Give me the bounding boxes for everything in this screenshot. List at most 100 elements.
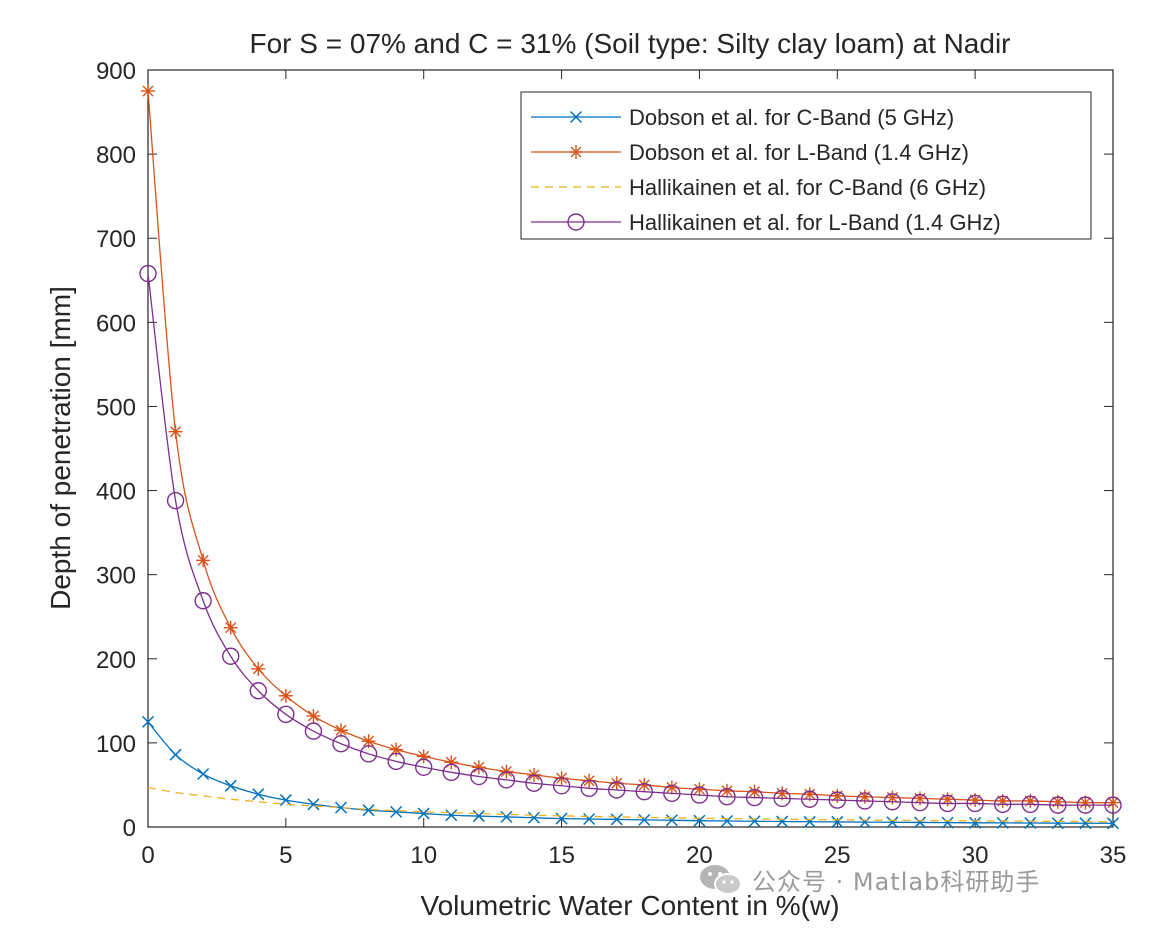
data-point [166,491,185,510]
data-point [525,774,543,792]
legend-marker [567,213,585,231]
data-point [911,793,929,812]
legend-marker [569,110,583,124]
data-point [141,84,155,99]
x-tick-label: 25 [824,842,851,869]
data-point [249,682,267,700]
data-point [1049,796,1067,814]
data-point [608,781,626,799]
data-point [938,794,957,813]
legend-label: Hallikainen et al. for C-Band (6 GHz) [629,175,986,200]
data-point [168,424,183,439]
data-point [940,792,955,807]
data-point [417,807,430,820]
data-point [858,816,871,829]
data-point [856,792,874,810]
y-tick-label: 600 [96,310,136,337]
data-point [801,790,819,808]
data-point [277,705,295,723]
data-point [1079,817,1092,830]
data-point [720,814,734,828]
legend: Dobson et al. for C-Band (5 GHz) Dobson e… [520,91,1092,240]
data-point [444,755,459,770]
data-point [883,793,902,811]
y-tick-label: 300 [96,563,136,590]
legend-entry: Hallikainen et al. for L-Band (1.4 GHz) [531,210,1001,235]
series-3 [147,786,1114,823]
data-point [359,745,378,763]
watermark: 公众号 · Matlab科研助手 [698,862,1040,897]
data-point [252,788,265,801]
chart-title: For S = 07% and C = 31% (Soil type: Silt… [250,28,1011,59]
watermark-text: 公众号 · Matlab科研助手 [752,868,1041,896]
data-point [663,784,681,803]
x-tick-label: 0 [141,842,154,869]
data-point [994,795,1012,813]
data-point [748,815,761,828]
data-point [389,742,404,757]
series-line [147,273,1113,806]
data-point [580,779,598,798]
data-point [1106,817,1120,830]
y-axis-label: Depth of penetration [mm] [45,286,76,610]
data-point [635,782,653,801]
data-point [387,752,405,771]
data-point [664,780,679,795]
y-tick-label: 500 [96,394,136,421]
legend-label: Dobson et al. for C-Band (5 GHz) [629,105,954,130]
data-point [690,786,709,804]
series-line [147,786,1114,823]
data-point [223,620,238,635]
legend-entry: Dobson et al. for C-Band (5 GHz) [531,105,954,130]
data-point [665,814,678,827]
data-point [555,812,568,825]
data-point [1104,796,1122,814]
legend-marker [569,145,583,159]
data-point [362,804,375,817]
data-point [776,815,789,828]
data-point [1078,795,1093,810]
data-point [306,708,321,723]
data-point [966,794,984,813]
data-point [969,816,982,829]
data-point [471,760,486,775]
legend-entry: Dobson et al. for L-Band (1.4 GHz) [531,140,969,165]
data-point [497,771,516,789]
data-point [1106,795,1120,810]
data-point [390,805,403,818]
series-1 [141,715,1120,830]
x-axis-label: Volumetric Water Content in %(w) [420,890,839,921]
data-point [552,777,571,795]
data-point [610,813,623,826]
series-layer [139,84,1122,830]
data-point [251,661,266,676]
x-tick-labels: 0 5 10 15 20 25 30 35 [141,842,1126,869]
legend-label: Dobson et al. for L-Band (1.4 GHz) [629,140,969,165]
legend-label: Hallikainen et al. for L-Band (1.4 GHz) [629,210,1001,235]
data-point [224,779,237,792]
data-point [197,767,210,781]
data-point [718,788,736,806]
data-point [194,592,212,610]
series-4 [139,264,1122,814]
x-tick-label: 20 [686,842,713,869]
x-tick-label: 15 [548,842,575,869]
data-point [196,553,211,568]
wechat-icon [700,864,742,895]
data-point [307,798,320,811]
y-tick-label: 400 [96,479,136,506]
data-point [332,735,350,753]
data-point [773,789,791,808]
data-point [139,264,157,283]
x-tick-label: 30 [962,842,989,869]
legend-entry: Hallikainen et al. for C-Band (6 GHz) [531,175,986,200]
data-point [222,647,240,665]
data-point [304,722,323,740]
x-tick-label: 5 [279,842,292,869]
data-point [828,791,846,809]
data-point [913,816,927,829]
y-tick-label: 100 [96,731,136,758]
data-point [361,734,376,749]
data-point [583,812,596,826]
